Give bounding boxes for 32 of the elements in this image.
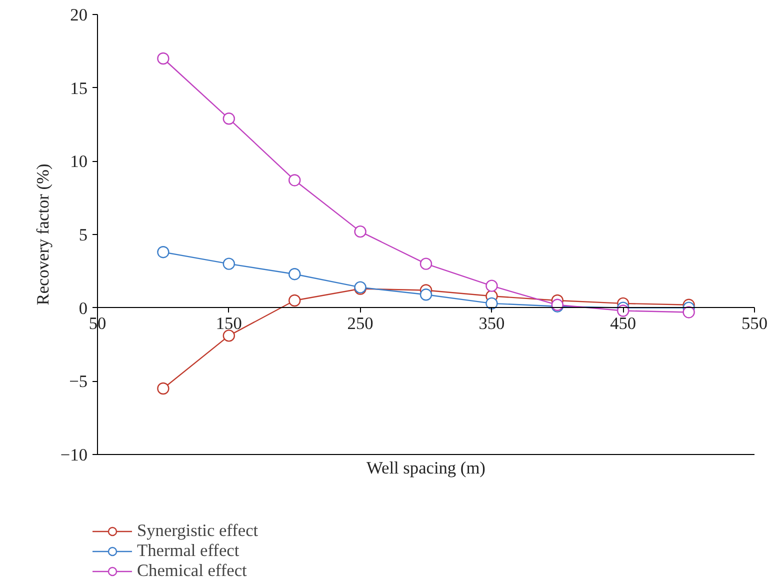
legend-label: Synergistic effect — [137, 521, 258, 541]
y-tick-label: −5 — [69, 372, 88, 392]
point — [420, 258, 432, 270]
point — [486, 280, 498, 292]
y-tick-label: −10 — [60, 446, 88, 464]
x-tick-label: 350 — [478, 314, 505, 333]
x-axis-title: Well spacing (m) — [366, 458, 486, 478]
point — [222, 258, 235, 270]
point — [354, 225, 366, 238]
point — [157, 246, 170, 258]
x-tick-label: 450 — [610, 314, 636, 333]
point — [157, 382, 170, 395]
point — [222, 112, 235, 125]
point — [288, 174, 301, 186]
x-tick-label: 550 — [742, 314, 768, 333]
y-tick-label: 0 — [78, 298, 88, 318]
point — [420, 288, 432, 301]
y-tick-label: 5 — [78, 226, 88, 244]
y-tick-label: 15 — [70, 78, 88, 98]
point — [222, 330, 235, 342]
y-tick-label: 10 — [70, 152, 88, 172]
legend-label: Chemical effect — [137, 561, 247, 581]
point — [682, 306, 695, 318]
point — [486, 297, 498, 310]
point — [288, 268, 301, 280]
x-tick-label: 250 — [347, 314, 374, 333]
point — [288, 294, 301, 307]
point — [157, 52, 170, 65]
x-tick-label: 150 — [216, 314, 242, 333]
y-axis-title: Recovery factor (%) — [33, 164, 52, 306]
legend-label: Thermal effect — [137, 541, 240, 561]
y-tick-label: 20 — [70, 6, 88, 24]
